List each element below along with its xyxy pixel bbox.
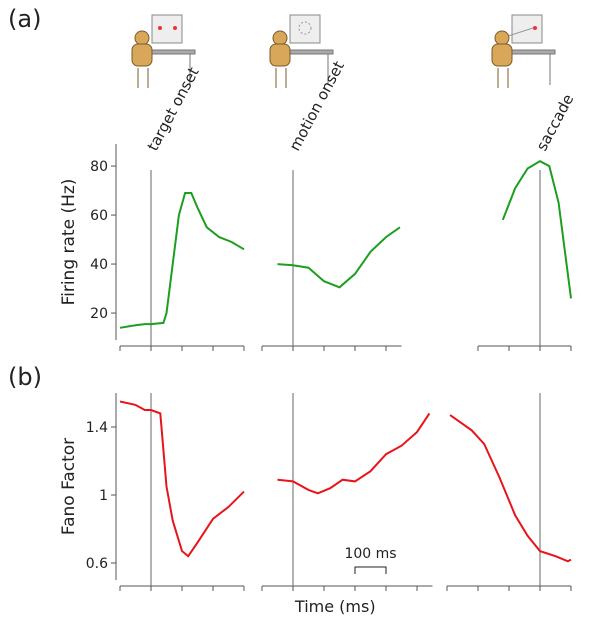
data-line bbox=[119, 192, 245, 329]
y-tick-label: 40 bbox=[90, 257, 108, 273]
event-label: motion onset bbox=[286, 58, 348, 154]
data-line bbox=[449, 414, 572, 563]
event-label: target onset bbox=[144, 64, 203, 154]
y-tick-label: 1 bbox=[99, 488, 108, 504]
data-line bbox=[119, 400, 245, 558]
panel-label: (b) bbox=[8, 363, 42, 391]
event-label: saccade bbox=[533, 91, 578, 154]
y-axis-label: Fano Factor bbox=[59, 438, 79, 535]
y-tick-label: 80 bbox=[90, 159, 108, 175]
y-tick-label: 20 bbox=[90, 306, 108, 322]
y-tick-label: 1.4 bbox=[86, 420, 108, 436]
x-axis-label: Time (ms) bbox=[294, 597, 376, 616]
panel-label: (a) bbox=[8, 5, 41, 33]
data-line bbox=[277, 226, 401, 289]
y-tick-label: 60 bbox=[90, 208, 108, 224]
scale-bar-label: 100 ms bbox=[344, 546, 396, 562]
scale-bar bbox=[354, 566, 387, 574]
data-line bbox=[501, 160, 572, 299]
y-axis-label: Firing rate (Hz) bbox=[59, 179, 79, 306]
data-line bbox=[277, 412, 431, 495]
y-tick-label: 0.6 bbox=[86, 556, 108, 572]
monkey-icon bbox=[131, 14, 556, 88]
